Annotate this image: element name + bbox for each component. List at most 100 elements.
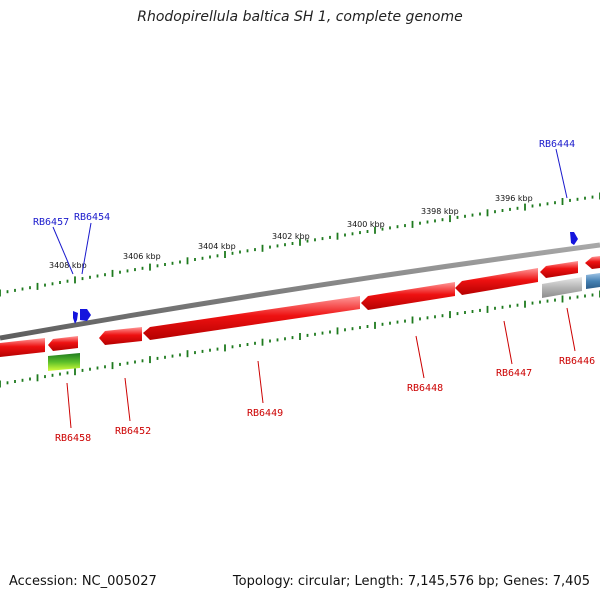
scale-tick-inner: [141, 359, 144, 363]
gene-rb6444[interactable]: [570, 232, 578, 245]
scale-tick-outer: [426, 220, 429, 224]
scale-label: 3408 kbp: [49, 261, 87, 270]
gene-label-rb6449[interactable]: RB6449: [247, 408, 283, 419]
scale-tick-inner: [0, 380, 1, 388]
scale-tick-outer: [119, 270, 121, 274]
scale-tick-outer: [404, 224, 406, 228]
scale-tick-outer: [351, 232, 354, 236]
leader-rb6447: [503, 320, 513, 365]
scale-tick-inner: [531, 301, 534, 305]
scale-tick-outer: [396, 225, 399, 229]
scale-label: 3406 kbp: [123, 252, 161, 261]
scale-tick-inner: [284, 337, 286, 341]
scale-tick-outer: [156, 264, 159, 268]
scale-tick-inner: [111, 362, 114, 370]
scale-tick-outer: [201, 256, 204, 260]
scale-tick-outer: [456, 215, 459, 219]
scale-tick-outer: [501, 209, 504, 212]
scale-tick-inner: [276, 338, 279, 342]
scale-tick-inner: [464, 311, 466, 314]
gene-label-rb6454[interactable]: RB6454: [74, 212, 110, 223]
scale-tick-outer: [359, 231, 361, 235]
gene-rb6446-red[interactable]: [540, 261, 578, 278]
topology-text: Topology: circular; Length: 7,145,576 bp…: [232, 574, 590, 589]
gene-label-rb6447[interactable]: RB6447: [496, 368, 532, 379]
scale-tick-inner: [456, 312, 459, 316]
scale-ticks-outer: [0, 192, 600, 297]
scale-tick-outer: [471, 213, 474, 217]
gene-rb6454[interactable]: [80, 309, 91, 321]
gene-label-rb6452[interactable]: RB6452: [115, 426, 151, 437]
scale-tick-inner: [494, 306, 496, 310]
leader-rb6452: [124, 377, 131, 422]
scale-tick-inner: [21, 378, 24, 382]
scale-tick-inner: [299, 333, 301, 340]
gene-right-edge-red[interactable]: [585, 256, 600, 269]
scale-label: 3398 kbp: [421, 207, 459, 216]
scale-tick-outer: [186, 257, 189, 265]
scale-tick-inner: [434, 315, 436, 319]
gene-rb6447[interactable]: [455, 268, 538, 295]
scale-tick-inner: [171, 354, 174, 358]
scale-tick-inner: [209, 348, 211, 352]
gene-label-rb6446[interactable]: RB6446: [559, 356, 595, 367]
scale-tick-outer: [321, 237, 324, 241]
scale-tick-inner: [36, 374, 39, 382]
scale-tick-outer: [366, 230, 369, 233]
scale-tick-inner: [239, 344, 241, 348]
gene-rb6446-gray[interactable]: [542, 277, 582, 298]
gene-label-rb6458[interactable]: RB6458: [55, 433, 91, 444]
scale-tick-outer: [81, 277, 84, 281]
scale-tick-inner: [591, 293, 594, 297]
scale-tick-inner: [104, 365, 106, 369]
scale-tick-inner: [246, 343, 249, 346]
scale-tick-outer: [6, 290, 9, 294]
gene-rb6449[interactable]: [143, 296, 360, 340]
scale-tick-inner: [381, 322, 384, 326]
gene-label-rb6444[interactable]: RB6444: [539, 139, 575, 150]
scale-label: 3402 kbp: [272, 232, 310, 241]
scale-tick-outer: [411, 220, 414, 228]
scale-tick-inner: [254, 341, 256, 345]
scale-tick-outer: [141, 266, 144, 270]
scale-tick-outer: [554, 201, 556, 205]
gene-label-rb6457[interactable]: RB6457: [33, 217, 69, 228]
scale-tick-inner: [126, 361, 129, 365]
scale-tick-outer: [104, 273, 106, 277]
scale-tick-inner: [359, 326, 361, 330]
scale-tick-outer: [284, 243, 286, 247]
scale-tick-outer: [21, 287, 24, 291]
gene-label-rb6448[interactable]: RB6448: [407, 383, 443, 394]
gene-rb6458[interactable]: [48, 336, 78, 351]
scale-tick-outer: [464, 214, 466, 218]
leader-rb6458: [66, 382, 72, 429]
scale-tick-outer: [381, 227, 384, 231]
scale-tick-inner: [449, 311, 451, 319]
scale-tick-inner: [231, 345, 234, 349]
scale-tick-inner: [576, 295, 579, 299]
scale-tick-outer: [441, 218, 444, 222]
scale-tick-outer: [516, 206, 519, 210]
scale-tick-inner: [14, 380, 16, 383]
scale-tick-outer: [164, 263, 166, 266]
scale-tick-outer: [449, 215, 451, 223]
scale-tick-inner: [96, 366, 99, 370]
gene-rb6458-leftmost[interactable]: [0, 338, 45, 357]
gene-rb6458-green[interactable]: [48, 353, 80, 371]
gene-rb6452[interactable]: [99, 327, 142, 345]
scale-tick-inner: [29, 377, 31, 381]
scale-tick-inner: [479, 308, 481, 312]
gene-rb6448[interactable]: [361, 282, 455, 310]
gene-rb6457[interactable]: [73, 311, 78, 324]
gene-labels: RB6457 RB6454 RB6444 RB6458 RB6452 RB644…: [33, 139, 595, 444]
gene-right-edge-steel[interactable]: [586, 273, 600, 289]
scale-tick-outer: [524, 203, 526, 211]
scale-tick-inner: [561, 295, 564, 303]
scale-tick-outer: [261, 244, 264, 252]
scale-tick-inner: [486, 305, 489, 313]
scale-tick-inner: [119, 362, 121, 366]
scale-tick-inner: [524, 300, 526, 308]
scale-tick-inner: [441, 314, 444, 318]
scale-tick-inner: [344, 328, 346, 332]
